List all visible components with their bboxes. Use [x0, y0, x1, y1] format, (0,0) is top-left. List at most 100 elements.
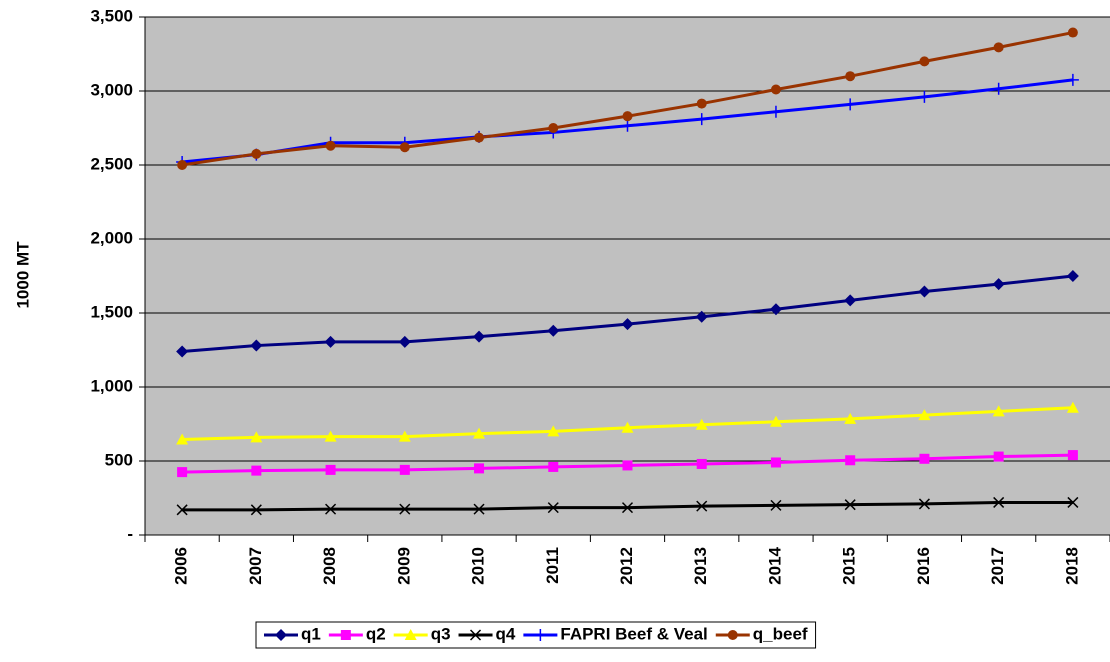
- marker: [176, 345, 189, 358]
- marker: [992, 278, 1005, 291]
- x-tick-label: 2013: [691, 547, 710, 585]
- marker: [695, 113, 708, 126]
- legend-label: q2: [366, 624, 386, 643]
- marker: [1066, 270, 1079, 282]
- legend: q1 q2 q3 q4 FAPRI Beef & Veal q_beef: [255, 621, 817, 649]
- legend-label: q4: [496, 624, 516, 643]
- marker: [992, 82, 1005, 95]
- marker: [548, 461, 559, 472]
- y-tick-label: 2,000: [90, 228, 133, 247]
- marker: [250, 504, 262, 516]
- marker: [696, 98, 707, 109]
- marker: [844, 98, 857, 111]
- marker: [399, 464, 410, 475]
- marker: [474, 132, 485, 143]
- marker: [474, 463, 485, 474]
- marker: [993, 496, 1005, 508]
- marker: [918, 498, 930, 510]
- marker: [992, 405, 1005, 417]
- y-tick-label: -: [127, 524, 133, 543]
- marker: [621, 421, 634, 433]
- marker: [399, 503, 411, 515]
- marker: [325, 464, 336, 475]
- marker: [621, 502, 634, 514]
- marker: [548, 123, 559, 133]
- y-tick-label: 3,500: [90, 6, 133, 25]
- marker: [534, 629, 547, 641]
- y-tick-label: 3,000: [90, 80, 133, 99]
- marker: [473, 503, 485, 515]
- marker: [845, 455, 856, 466]
- marker: [621, 119, 634, 132]
- y-tick-label: 500: [105, 450, 133, 469]
- x-tick-label: 2008: [320, 547, 339, 585]
- marker: [324, 430, 337, 442]
- y-tick-label: 1,000: [90, 376, 133, 395]
- x-tick-label: 2009: [394, 547, 413, 585]
- marker: [845, 71, 856, 82]
- marker: [695, 418, 708, 430]
- marker: [473, 330, 486, 343]
- y-axis-label: 1000 MT: [13, 241, 32, 309]
- marker: [398, 335, 411, 348]
- marker: [769, 415, 782, 427]
- legend-label: q_beef: [753, 624, 808, 643]
- marker: [250, 339, 263, 352]
- marker: [1067, 450, 1078, 461]
- marker: [1066, 73, 1079, 86]
- marker: [918, 90, 931, 103]
- marker: [398, 430, 411, 442]
- marker: [340, 630, 351, 640]
- marker: [470, 629, 482, 641]
- marker: [1067, 496, 1079, 508]
- x-tick-label: 2007: [246, 547, 265, 585]
- marker: [177, 467, 188, 478]
- marker: [1066, 401, 1079, 413]
- marker: [250, 431, 263, 443]
- y-tick-label: 1,500: [90, 302, 133, 321]
- marker: [696, 500, 708, 512]
- x-tick-label: 2015: [840, 547, 859, 585]
- legend-label: q1: [301, 624, 321, 643]
- marker: [844, 412, 857, 424]
- marker: [399, 142, 410, 153]
- marker: [918, 285, 931, 298]
- marker: [769, 303, 782, 316]
- marker: [275, 629, 287, 641]
- marker: [547, 425, 560, 437]
- marker: [918, 409, 931, 421]
- marker: [695, 310, 708, 323]
- x-tick-label: 2010: [469, 547, 488, 585]
- marker: [919, 453, 930, 464]
- marker: [770, 499, 782, 511]
- x-tick-label: 2017: [988, 547, 1007, 585]
- marker: [769, 105, 782, 118]
- marker: [770, 84, 781, 95]
- marker: [621, 318, 634, 331]
- marker: [1067, 27, 1078, 38]
- x-tick-label: 2018: [1062, 547, 1081, 585]
- marker: [844, 294, 857, 307]
- marker: [547, 502, 559, 514]
- marker: [176, 433, 189, 445]
- marker: [622, 460, 633, 471]
- marker: [251, 465, 262, 476]
- legend-label: q3: [431, 624, 451, 643]
- marker: [251, 148, 262, 159]
- marker: [993, 451, 1004, 462]
- marker: [324, 335, 337, 348]
- marker: [696, 458, 707, 469]
- legend-label: FAPRI Beef & Veal: [560, 624, 707, 643]
- x-tick-label: 2011: [543, 547, 562, 584]
- x-tick-label: 2014: [765, 546, 784, 584]
- marker: [727, 630, 738, 640]
- marker: [473, 427, 486, 439]
- x-tick-label: 2016: [914, 547, 933, 585]
- marker: [404, 629, 417, 640]
- marker: [770, 457, 781, 468]
- marker: [325, 140, 336, 151]
- x-tick-label: 2006: [172, 547, 191, 585]
- marker: [622, 111, 633, 122]
